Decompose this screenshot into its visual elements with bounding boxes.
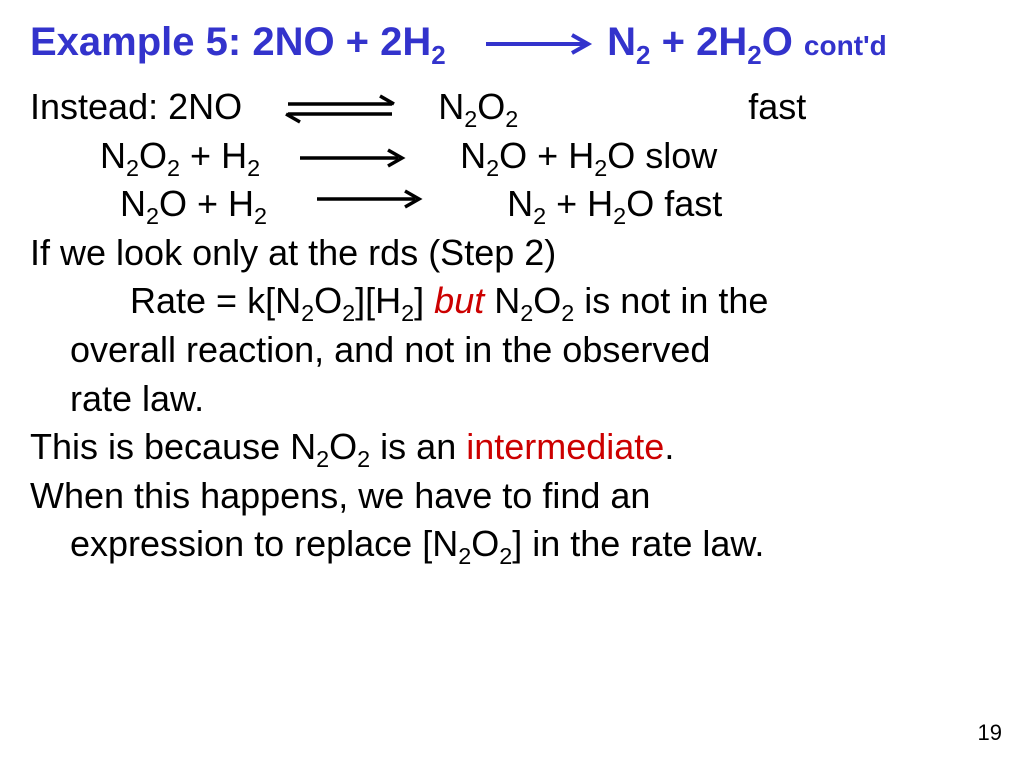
step2-a: N — [100, 135, 126, 176]
step1-b: N — [438, 86, 464, 127]
conc-b: O — [471, 523, 499, 564]
arrow-right-icon — [317, 189, 427, 209]
mechanism-step-1: Instead: 2NO N2O2 fast — [30, 83, 994, 132]
conclusion-line-2: expression to replace [N2O2] in the rate… — [30, 520, 994, 569]
rate-g: is not in the — [574, 280, 768, 321]
arrow-right-icon — [300, 148, 410, 168]
step3-a: N — [120, 183, 146, 224]
rds-intro: If we look only at the rds (Step 2) — [30, 229, 994, 278]
arrow-right-icon — [486, 33, 596, 55]
rate-cont-2: rate law. — [30, 375, 994, 424]
rate-e: N — [484, 280, 520, 321]
rate-a: Rate = k[N — [130, 280, 301, 321]
intermediate-word: intermediate — [466, 426, 664, 467]
title-text-2: N — [607, 20, 636, 64]
step1-c: O — [477, 86, 505, 127]
step3-c: N — [507, 183, 533, 224]
step2-e: O + H — [499, 135, 594, 176]
step3-e: O fast — [626, 183, 722, 224]
title-sub-2: 2 — [636, 40, 650, 70]
rate-d: ] — [414, 280, 434, 321]
slide-title: Example 5: 2NO + 2H2 N2 + 2H2O cont'd — [30, 20, 994, 65]
mechanism-step-2: N2O2 + H2 N2O + H2O slow — [30, 132, 994, 181]
step3-d: + H — [546, 183, 613, 224]
page-number: 19 — [978, 720, 1002, 746]
inter-d: . — [664, 426, 674, 467]
intermediate-line: This is because N2O2 is an intermediate. — [30, 423, 994, 472]
step2-f: O slow — [607, 135, 717, 176]
rate-but: but — [434, 280, 484, 321]
inter-a: This is because N — [30, 426, 316, 467]
step3-b: O + H — [159, 183, 254, 224]
step2-c: + H — [180, 135, 247, 176]
conc-a: expression to replace [N — [70, 523, 458, 564]
title-text-1: Example 5: 2NO + 2H — [30, 20, 431, 64]
inter-c: is an — [370, 426, 466, 467]
title-text-4: O — [762, 20, 804, 64]
mechanism-step-3: N2O + H2 N2 + H2O fast — [30, 180, 994, 229]
rate-f: O — [533, 280, 561, 321]
conc-c: ] in the rate law. — [512, 523, 764, 564]
step2-b: O — [139, 135, 167, 176]
title-contd: cont'd — [804, 30, 887, 61]
step1-rate: fast — [748, 86, 806, 127]
equilibrium-arrow-icon — [280, 92, 400, 126]
step2-d: N — [460, 135, 486, 176]
rate-b: O — [314, 280, 342, 321]
rate-c: ][H — [355, 280, 401, 321]
step1-a: Instead: 2NO — [30, 86, 242, 127]
title-text-3: + 2H — [651, 20, 748, 64]
conclusion-line-1: When this happens, we have to find an — [30, 472, 994, 521]
title-sub-3: 2 — [747, 40, 761, 70]
slide-content: Example 5: 2NO + 2H2 N2 + 2H2O cont'd In… — [0, 0, 1024, 589]
rate-cont-1: overall reaction, and not in the observe… — [30, 326, 994, 375]
rate-expression: Rate = k[N2O2][H2] but N2O2 is not in th… — [30, 277, 994, 326]
title-sub-1: 2 — [431, 40, 445, 70]
inter-b: O — [329, 426, 357, 467]
